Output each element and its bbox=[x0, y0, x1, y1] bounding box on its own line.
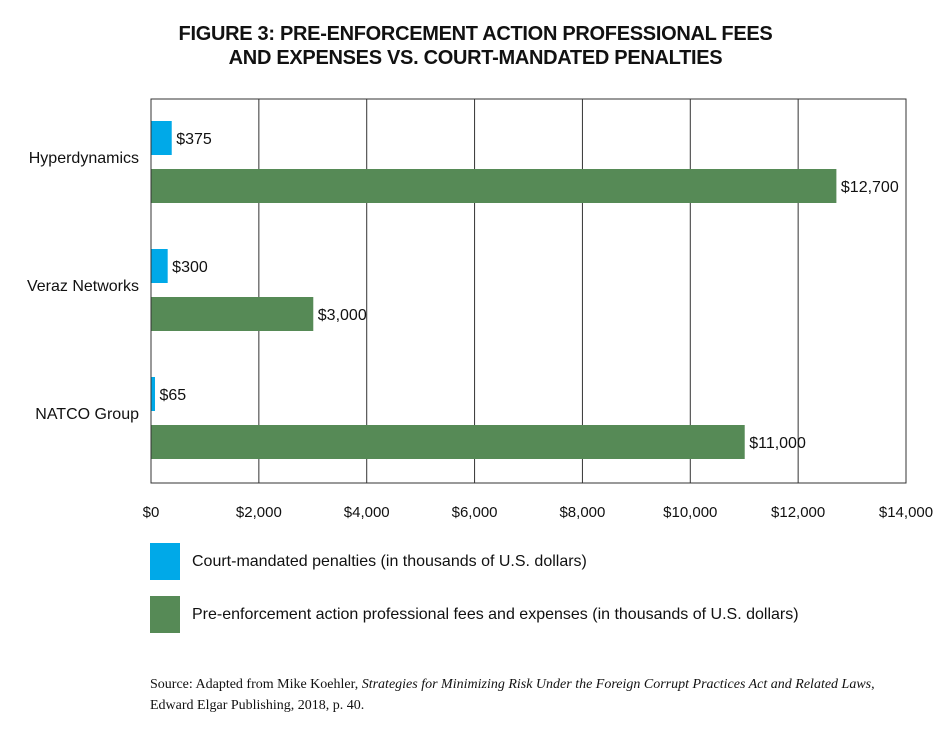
source-note: Source: Adapted from Mike Koehler, Strat… bbox=[150, 674, 910, 716]
fees-bar bbox=[151, 425, 745, 459]
fees-value-label: $11,000 bbox=[749, 435, 806, 452]
source-book-title: Strategies for Minimizing Risk Under the… bbox=[361, 677, 872, 692]
fees-bar bbox=[151, 169, 837, 203]
penalty-value-label: $65 bbox=[160, 387, 187, 404]
chart-title: FIGURE 3: PRE-ENFORCEMENT ACTION PROFESS… bbox=[0, 22, 951, 70]
legend-item-fees: Pre-enforcement action professional fees… bbox=[150, 596, 799, 633]
legend-swatch-penalties bbox=[150, 543, 180, 580]
fees-value-label: $3,000 bbox=[318, 307, 367, 324]
x-tick-label: $0 bbox=[143, 504, 160, 521]
bar-chart: $0 $2,000 $4,000 $6,000 $8,000 $10,000 $12,000… bbox=[27, 98, 933, 521]
x-tick-label: $12,000 bbox=[771, 504, 825, 521]
fees-bar bbox=[151, 297, 314, 331]
legend-label-penalties: Court-mandated penalties (in thousands o… bbox=[192, 552, 587, 570]
legend-swatch-fees bbox=[150, 596, 180, 633]
legend-label-fees: Pre-enforcement action professional fees… bbox=[192, 605, 799, 623]
chart-title-line-2: AND EXPENSES VS. COURT-MANDATED PENALTIE… bbox=[228, 47, 723, 69]
penalty-bar bbox=[151, 249, 168, 283]
x-tick-label: $2,000 bbox=[236, 504, 282, 521]
x-tick-label: $4,000 bbox=[344, 504, 390, 521]
fees-value-label: $12,700 bbox=[841, 179, 899, 196]
penalty-value-label: $300 bbox=[172, 259, 208, 276]
plot-frame bbox=[150, 98, 907, 484]
legend-item-penalties: Court-mandated penalties (in thousands o… bbox=[150, 543, 587, 580]
category-label: Veraz Networks bbox=[27, 278, 139, 295]
category-label: NATCO Group bbox=[35, 406, 139, 423]
penalty-value-label: $375 bbox=[176, 131, 212, 148]
chart-title-line-1: FIGURE 3: PRE-ENFORCEMENT ACTION PROFESS… bbox=[178, 23, 773, 45]
penalty-bar bbox=[151, 377, 156, 411]
x-tick-label: $6,000 bbox=[452, 504, 498, 521]
source-suffix: , Edward Elgar Publishing, 2018, p. 40. bbox=[150, 677, 875, 713]
x-tick-label: $14,000 bbox=[879, 504, 933, 521]
x-tick-label: $10,000 bbox=[663, 504, 717, 521]
penalty-bar bbox=[151, 121, 172, 155]
category-label: Hyperdynamics bbox=[29, 150, 139, 167]
source-prefix: Source: Adapted from Mike Koehler, bbox=[150, 677, 362, 692]
x-tick-label: $8,000 bbox=[559, 504, 605, 521]
